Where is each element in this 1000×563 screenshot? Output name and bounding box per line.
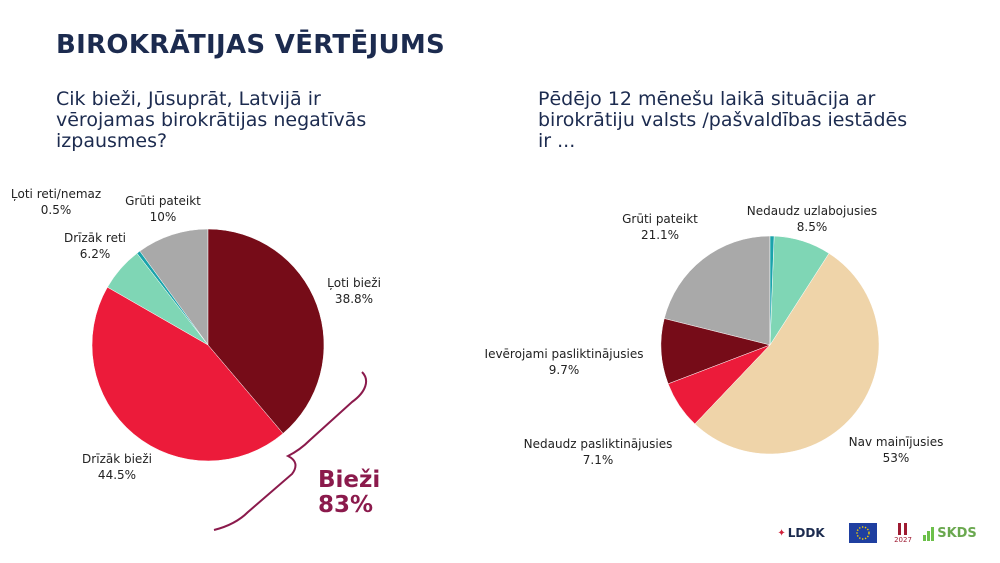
right-label-ieverojami-pasliktinajusies: Ievērojami pasliktinājusies 9.7% xyxy=(485,346,644,378)
right-label-gruti-pateikt: Grūti pateikt 21.1% xyxy=(622,211,698,243)
bieži-summary-label: Bieži xyxy=(318,467,381,493)
skds-bars-icon xyxy=(923,527,935,541)
slice-label: Ievērojami pasliktinājusies xyxy=(484,347,644,361)
eu-flag-icon xyxy=(849,523,877,543)
slice-value: 21.1% xyxy=(640,228,680,242)
slice-label: Nav mainījusies xyxy=(848,435,944,449)
left-label-gruti-pateikt: Grūti pateikt 10% xyxy=(125,193,201,225)
left-label-drizak-bieži: Drīzāk bieži 44.5% xyxy=(82,451,152,483)
pie-slice-right-5 xyxy=(663,235,771,346)
lddk-logo-text: LDDK xyxy=(787,526,825,540)
slice-label: Ļoti bieži xyxy=(327,276,381,290)
slice-value: 6.2% xyxy=(79,247,111,261)
pie-slice-right-2 xyxy=(694,252,880,455)
lddk-logo-mark: ✦ xyxy=(777,527,786,539)
slice-label: Nedaudz pasliktinājusies xyxy=(523,437,673,451)
slice-value: 53% xyxy=(882,451,910,465)
bieži-bracket xyxy=(213,371,368,531)
slice-label: Grūti pateikt xyxy=(622,212,698,226)
latvia-mark-icon xyxy=(898,523,907,535)
bieži-summary-value: 83% xyxy=(318,492,374,518)
left-chart-question: Cik bieži, Jūsuprāt, Latvijā ir vērojama… xyxy=(56,88,367,152)
slice-value: 7.1% xyxy=(582,453,614,467)
slice-label: Grūti pateikt xyxy=(125,194,201,208)
partner-logos: ✦ LDDK 2027 SKDS xyxy=(770,516,980,550)
right-label-nav-mainijusies: Nav mainījusies 53% xyxy=(849,434,944,466)
eu-flag-logo xyxy=(848,516,878,550)
left-label-drizak-reti: Drīzāk reti 6.2% xyxy=(64,230,126,262)
slice-value: 44.5% xyxy=(97,468,137,482)
slice-value: 38.8% xyxy=(334,292,374,306)
left-label-loti-reti: Ļoti reti/nemaz 0.5% xyxy=(11,186,101,218)
slice-label: Drīzāk bieži xyxy=(82,452,152,466)
pie-slice-right-0 xyxy=(769,235,775,346)
slice-value: 10% xyxy=(149,210,177,224)
pie-slice-left-1 xyxy=(91,286,284,462)
latvia-2027-logo: 2027 xyxy=(890,516,916,550)
bieži-summary: Bieži 83% xyxy=(318,468,380,518)
latvia-2027-text: 2027 xyxy=(894,536,912,544)
slice-value: 0.5% xyxy=(40,203,72,217)
left-label-loti-bieži: Ļoti bieži 38.8% xyxy=(327,275,381,307)
skds-logo: SKDS xyxy=(922,516,978,550)
slice-label: Nedaudz uzlabojusies xyxy=(746,204,878,218)
page-title: BIROKRĀTIJAS VĒRTĒJUMS xyxy=(56,30,446,60)
pie-slice-left-0 xyxy=(207,228,325,434)
lddk-logo: ✦ LDDK xyxy=(770,516,832,550)
slice-label: Ļoti reti/nemaz xyxy=(10,187,102,201)
pie-slice-left-4 xyxy=(139,228,209,346)
skds-logo-text: SKDS xyxy=(937,525,977,541)
slice-value: 8.5% xyxy=(796,220,828,234)
right-chart-question: Pēdējo 12 mēnešu laikā situācija ar biro… xyxy=(538,88,908,152)
right-label-nedaudz-uzlabojusies: Nedaudz uzlabojusies 8.5% xyxy=(747,203,877,235)
right-label-nedaudz-pasliktinajusies: Nedaudz pasliktinājusies 7.1% xyxy=(524,436,673,468)
slice-value: 9.7% xyxy=(548,363,580,377)
slice-label: Drīzāk reti xyxy=(63,231,127,245)
